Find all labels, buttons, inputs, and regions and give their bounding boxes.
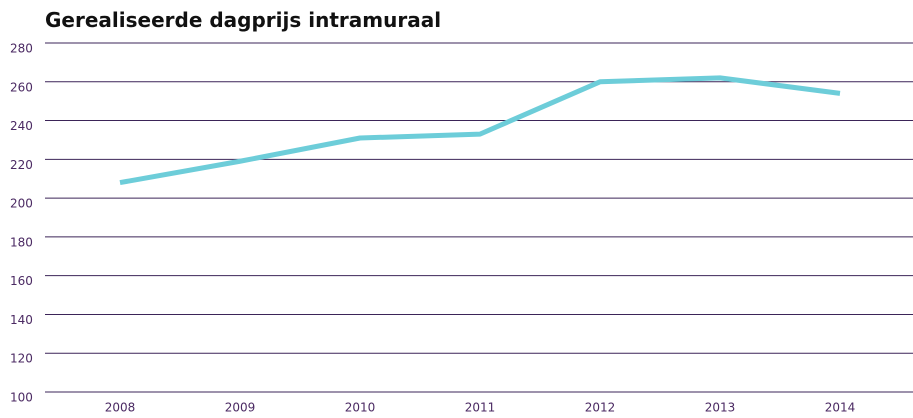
- x-tick-label: 2012: [585, 401, 616, 415]
- y-tick-label: 220: [10, 158, 33, 172]
- x-tick-label: 2008: [105, 401, 136, 415]
- y-tick-label: 200: [10, 197, 33, 211]
- x-tick-label: 2009: [225, 401, 256, 415]
- x-tick-label: 2010: [345, 401, 376, 415]
- y-tick-label: 240: [10, 119, 33, 133]
- y-tick-label: 100: [10, 391, 33, 405]
- y-tick-label: 280: [10, 42, 33, 56]
- chart-title: Gerealiseerde dagprijs intramuraal: [45, 8, 441, 32]
- y-tick-label: 160: [10, 274, 33, 288]
- y-tick-label: 140: [10, 313, 33, 327]
- y-tick-label: 260: [10, 80, 33, 94]
- data-line: [119, 75, 841, 186]
- y-tick-label: 120: [10, 352, 33, 366]
- x-tick-label: 2013: [705, 401, 736, 415]
- x-tick-label: 2014: [825, 401, 856, 415]
- x-tick-label: 2011: [465, 401, 496, 415]
- y-tick-label: 180: [10, 235, 33, 249]
